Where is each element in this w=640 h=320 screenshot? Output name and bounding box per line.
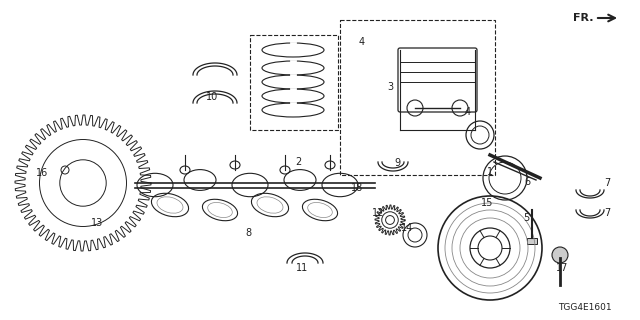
- Text: 6: 6: [524, 177, 530, 187]
- Text: 3: 3: [387, 82, 393, 92]
- Text: 17: 17: [556, 263, 568, 273]
- Bar: [250, 35, 338, 130]
- Text: 9: 9: [394, 158, 400, 168]
- Text: 7: 7: [604, 208, 610, 218]
- Text: 7: 7: [604, 178, 610, 188]
- Text: FR.: FR.: [573, 13, 593, 23]
- Text: 18: 18: [351, 183, 363, 193]
- Bar: [527, 238, 537, 244]
- Text: 16: 16: [36, 168, 48, 178]
- Text: TGG4E1601: TGG4E1601: [558, 303, 612, 313]
- Text: 1: 1: [487, 167, 493, 177]
- Text: 13: 13: [91, 218, 103, 228]
- Text: 4: 4: [359, 37, 365, 47]
- Text: 2: 2: [295, 157, 301, 167]
- Circle shape: [552, 247, 568, 263]
- Text: 8: 8: [245, 228, 251, 238]
- Text: 11: 11: [296, 263, 308, 273]
- Text: 12: 12: [372, 208, 384, 218]
- Bar: [340, 20, 495, 175]
- Text: 4: 4: [465, 107, 471, 117]
- Text: 15: 15: [481, 198, 493, 208]
- Text: 14: 14: [401, 223, 413, 233]
- Text: 5: 5: [523, 213, 529, 223]
- Text: 10: 10: [206, 92, 218, 102]
